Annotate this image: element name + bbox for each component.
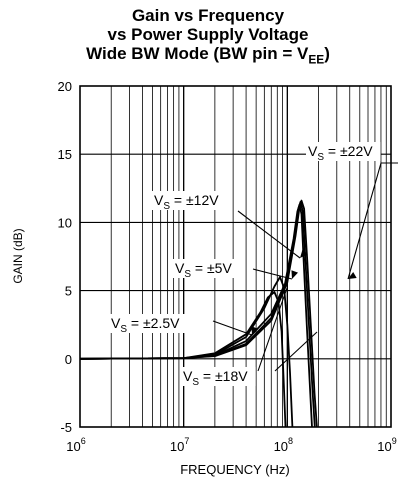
gain-curve-1 [79,291,287,428]
chart-title-line-3: Wide BW Mode (BW pin = VEE) [0,44,416,69]
annotation-subscript: S [317,152,324,163]
y-tick-label: 20 [58,79,72,94]
x-tick-exponent: 8 [288,436,293,446]
y-tick-label: -5 [60,420,72,435]
x-tick-labels: 106 107 108 109 [66,436,396,454]
annotation-arrowhead [348,271,357,279]
x-tick-label: 109 [377,436,396,454]
y-tick-label: 15 [58,147,72,162]
annotation-value: = ±2.5V [127,315,180,331]
annotation-arrowhead [251,326,259,335]
x-tick-exponent: 9 [392,436,397,446]
x-tick-label: 108 [274,436,293,454]
annotation-subscript: S [120,324,127,335]
chart-title-line-1: Gain vs Frequency [131,6,285,25]
annotation-leader-line [274,331,318,372]
gain-curve-5 [79,199,318,428]
annotation-background [152,191,227,210]
x-tick-exponent: 7 [184,436,189,446]
annotation-prefix: V [154,192,164,208]
annotation-subscript: S [184,269,191,280]
annotation-background [173,259,240,278]
chart-title-line-2: vs Power Supply Voltage [107,25,309,44]
grid [80,86,391,427]
x-axis-label: FREQUENCY (Hz) [180,462,290,477]
annotation-prefix: V [111,315,121,331]
gain-curves [79,199,318,428]
annotation-prefix: V [175,260,185,276]
annotation-background [181,367,256,386]
x-tick-exponent: 6 [81,436,86,446]
annotation-prefix: V [308,143,318,159]
y-tick-label: 10 [58,215,72,230]
plot-frame [79,85,392,428]
x-tick-label: 107 [170,436,189,454]
chart-title-line-3-main: Wide BW Mode (BW pin = V [86,44,309,63]
annotation-leader-line [237,210,301,259]
annotation-arrowhead [291,270,299,279]
x-tick-label: 106 [66,436,85,454]
annotation-leader-line [252,268,293,280]
annotation-subscript: S [192,377,199,388]
y-tick-label: 5 [65,284,72,299]
annotation-label: VS = ±12V [154,192,219,212]
annotation-value: = ±22V [324,143,373,159]
annotation-leader-line [257,287,288,372]
y-tick-labels: 20 15 10 5 0 -5 [58,79,72,435]
annotation-leader-line [347,162,398,280]
annotation-arrowhead [300,249,308,258]
annotation-value: = ±5V [191,260,232,276]
chart-title-line-3-subscript: EE [308,52,325,67]
y-axis-label: GAIN (dB) [11,228,25,283]
annotation-leader-line [212,320,253,336]
gain-curve-2 [79,276,294,428]
annotation-value: = ±18V [199,368,248,384]
annotation-label: VS = ±2.5V [111,315,180,335]
annotation-label: VS = ±18V [183,368,248,388]
y-tick-label: 0 [65,352,72,367]
annotation-value: = ±12V [170,192,219,208]
annotation-background [306,142,381,161]
annotation-label: VS = ±22V [308,143,373,163]
annotation-label: VS = ±5V [175,260,232,280]
annotation-subscript: S [163,201,170,212]
chart-title-line-3-end: ) [324,44,330,63]
annotation-prefix: V [183,368,193,384]
annotation-background [109,314,192,333]
